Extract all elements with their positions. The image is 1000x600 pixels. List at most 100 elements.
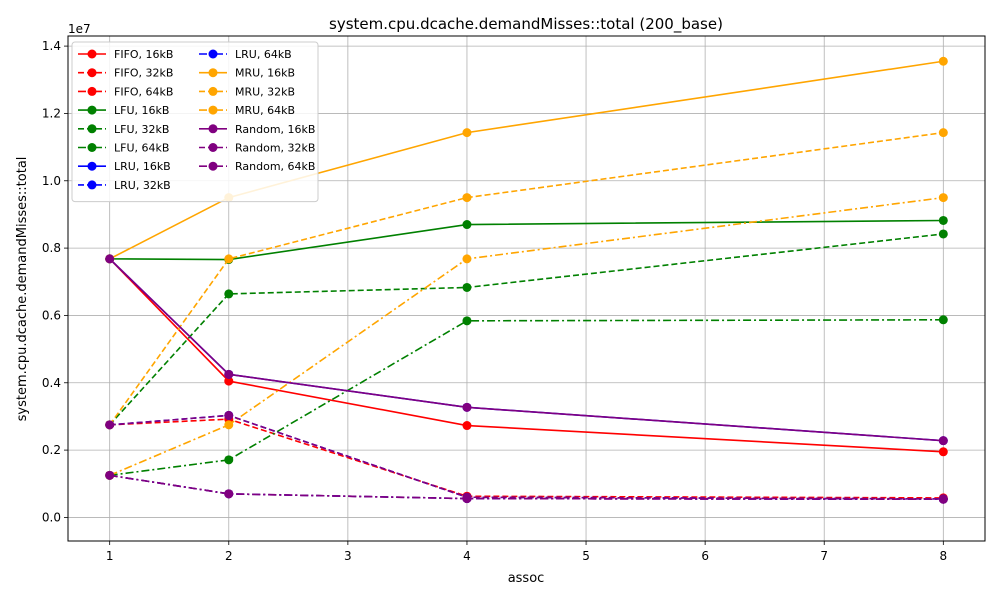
data-point <box>462 494 472 504</box>
series-13 <box>105 254 948 446</box>
legend-item: FIFO, 32kB <box>78 67 173 80</box>
legend-item: LRU, 16kB <box>78 160 171 173</box>
series-line <box>109 233 944 426</box>
legend-label: LFU, 64kB <box>114 142 169 155</box>
data-point <box>462 193 472 203</box>
data-point <box>938 447 948 457</box>
y-tick-label: 0.0 <box>42 510 61 524</box>
legend-marker <box>208 105 218 115</box>
data-point <box>224 455 234 465</box>
legend-item: LFU, 32kB <box>78 123 169 136</box>
legend-marker <box>87 68 97 78</box>
legend-label: LRU, 16kB <box>114 160 171 173</box>
data-point <box>224 369 234 379</box>
data-point <box>224 289 234 299</box>
series-line <box>109 474 944 501</box>
x-axis-label: assoc <box>508 571 545 586</box>
legend-marker <box>208 49 218 59</box>
data-point <box>938 315 948 325</box>
series-6 <box>105 315 948 480</box>
data-point <box>224 254 234 264</box>
legend-marker <box>87 143 97 152</box>
data-point <box>105 254 115 264</box>
series-line <box>109 131 944 426</box>
series-line <box>109 319 944 477</box>
series-line <box>109 474 944 501</box>
data-point <box>224 420 234 430</box>
data-point <box>938 193 948 203</box>
series-line <box>109 414 944 500</box>
legend-label: MRU, 16kB <box>235 67 295 80</box>
y-offset-label: 1e7 <box>68 22 91 36</box>
legend-marker <box>87 180 97 190</box>
legend-label: Random, 16kB <box>235 123 315 136</box>
series-line <box>109 258 944 442</box>
legend-label: MRU, 64kB <box>235 104 295 117</box>
x-tick-label: 5 <box>582 549 590 563</box>
legend-item: Random, 32kB <box>199 142 315 155</box>
legend-label: Random, 64kB <box>235 160 315 173</box>
series-12 <box>105 193 948 480</box>
x-tick-label: 4 <box>463 549 471 563</box>
y-tick-label: 0.4 <box>42 376 61 390</box>
legend-item: MRU, 32kB <box>199 85 295 98</box>
data-point <box>105 470 115 480</box>
series-line <box>109 258 944 453</box>
series-line <box>109 60 944 260</box>
legend-item: LRU, 32kB <box>78 179 171 192</box>
legend-label: Random, 32kB <box>235 142 315 155</box>
legend-label: FIFO, 64kB <box>114 85 173 98</box>
x-tick-label: 2 <box>225 549 233 563</box>
grid-lines <box>68 36 985 541</box>
legend-label: MRU, 32kB <box>235 85 295 98</box>
y-tick-label: 1.2 <box>42 106 61 120</box>
data-point <box>462 254 472 264</box>
x-tick-label: 7 <box>820 549 828 563</box>
data-point <box>462 421 472 431</box>
data-point <box>938 215 948 225</box>
legend-marker <box>87 49 97 59</box>
legend-item: FIFO, 64kB <box>78 85 173 98</box>
data-point <box>462 402 472 412</box>
legend-marker <box>208 143 218 152</box>
legend-box <box>71 41 319 203</box>
series-line <box>109 196 944 477</box>
legend-label: LRU, 64kB <box>235 48 292 61</box>
legend-item: MRU, 16kB <box>199 67 295 80</box>
series-15 <box>105 470 948 504</box>
data-point <box>462 220 472 230</box>
y-axis-label: system.cpu.dcache.demandMisses::total <box>15 157 30 422</box>
data-point <box>938 128 948 138</box>
legend: FIFO, 16kB FIFO, 32kB FIFO, 64kB LFU, 16kB L… <box>71 41 319 203</box>
series-line <box>109 258 944 442</box>
legend-label: FIFO, 16kB <box>114 48 173 61</box>
y-tick-label: 1.4 <box>42 39 61 53</box>
legend-marker <box>87 161 97 171</box>
x-tick-label: 1 <box>106 549 114 563</box>
y-tick-label: 1.0 <box>42 174 61 188</box>
series-line <box>109 219 944 261</box>
legend-item: LFU, 16kB <box>78 104 169 117</box>
y-tick-label: 0.8 <box>42 241 61 255</box>
legend-marker <box>208 86 218 96</box>
legend-label: LRU, 32kB <box>114 179 171 192</box>
legend-item: Random, 16kB <box>199 123 315 136</box>
data-point <box>224 489 234 499</box>
legend-marker <box>87 86 97 96</box>
chart-title: system.cpu.dcache.demandMisses::total (2… <box>329 15 723 34</box>
legend-marker <box>208 68 218 78</box>
data-point <box>462 316 472 326</box>
x-tick-label: 3 <box>344 549 352 563</box>
legend-item: LRU, 64kB <box>199 48 292 61</box>
legend-marker <box>208 124 218 134</box>
legend-label: LFU, 16kB <box>114 104 169 117</box>
legend-marker <box>87 105 97 115</box>
series-line <box>109 414 944 500</box>
legend-label: FIFO, 32kB <box>114 67 173 80</box>
data-point <box>462 282 472 292</box>
legend-item: FIFO, 16kB <box>78 48 173 61</box>
data-point <box>938 494 948 504</box>
legend-marker <box>87 124 97 134</box>
data-point <box>224 376 234 386</box>
y-tick-label: 0.2 <box>42 443 61 457</box>
